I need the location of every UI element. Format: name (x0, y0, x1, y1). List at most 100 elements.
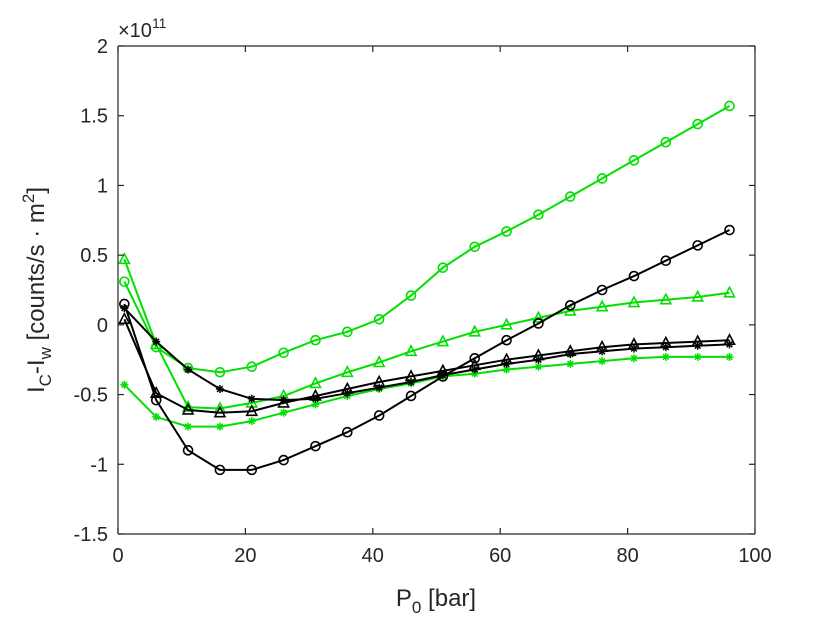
data-point (247, 394, 256, 403)
data-point (596, 173, 608, 184)
data-point (340, 365, 354, 378)
data-point (213, 405, 227, 418)
data-point (564, 300, 576, 311)
data-point (120, 380, 129, 389)
data-point (659, 292, 673, 305)
data-point (628, 270, 640, 282)
data-point (215, 384, 224, 393)
data-point (311, 394, 320, 403)
data-point (247, 417, 256, 426)
data-point (629, 344, 638, 353)
data-point (373, 313, 385, 325)
y-tick-label: -0.5 (74, 385, 108, 407)
data-point (533, 209, 544, 221)
data-point (372, 355, 386, 368)
data-point (375, 383, 384, 392)
y-tick-label: 2 (97, 36, 108, 58)
data-point (501, 226, 512, 237)
data-point (150, 394, 162, 406)
data-point (246, 464, 258, 476)
data-point (563, 303, 577, 316)
data-point (184, 365, 193, 374)
plot-area (118, 46, 755, 534)
data-point (692, 240, 703, 251)
series-line (123, 318, 730, 414)
data-point (564, 191, 576, 202)
data-point (407, 378, 416, 387)
data-point (310, 440, 321, 452)
series-line (123, 307, 730, 402)
data-point (342, 426, 353, 438)
data-point (501, 334, 512, 346)
data-point (693, 341, 702, 350)
data-point (691, 289, 704, 302)
series-line (123, 258, 730, 410)
data-point (660, 255, 672, 267)
data-point (598, 347, 607, 356)
series-black-asterisk (120, 304, 734, 405)
data-point (182, 445, 194, 456)
series-line (123, 355, 730, 428)
data-point (533, 318, 544, 329)
data-point (436, 334, 450, 347)
x-tick-label: 100 (738, 545, 771, 567)
data-point (724, 100, 735, 112)
data-point (660, 136, 672, 148)
data-point (627, 295, 641, 308)
data-point (246, 361, 258, 372)
data-point (566, 350, 575, 359)
data-point (468, 324, 482, 337)
data-point (181, 399, 195, 412)
series-black-circle (119, 224, 735, 476)
data-point (437, 262, 449, 273)
data-point (152, 337, 161, 346)
y-tick-label: 0.5 (80, 245, 108, 267)
data-point (405, 390, 417, 402)
x-tick-label: 40 (362, 545, 384, 567)
data-point (725, 340, 734, 349)
data-point (310, 334, 321, 346)
data-point (469, 353, 481, 364)
data-point (181, 402, 195, 415)
data-point (342, 326, 353, 338)
data-point (343, 389, 352, 398)
data-point (214, 464, 226, 476)
data-point (661, 343, 670, 352)
y-tick-label: 1 (97, 175, 108, 197)
data-point (693, 352, 702, 361)
x-tick-label: 20 (234, 545, 256, 567)
data-point (596, 284, 608, 296)
data-point (373, 410, 385, 421)
data-point (724, 224, 735, 236)
data-point (245, 404, 259, 417)
data-point (502, 359, 511, 368)
data-point (118, 312, 131, 325)
y-tick-label: 1.5 (80, 106, 108, 128)
data-point (598, 357, 607, 366)
data-point (184, 422, 193, 431)
series-green-circle (119, 100, 735, 378)
x-tick-label: 80 (616, 545, 638, 567)
data-point (725, 352, 734, 361)
data-point (532, 310, 545, 323)
data-point (119, 276, 130, 287)
data-point (723, 285, 736, 298)
data-point (278, 454, 289, 466)
data-point (661, 352, 670, 361)
x-tick-label: 0 (112, 545, 123, 567)
data-point (470, 365, 479, 374)
x-tick-label: 60 (489, 545, 511, 567)
data-point (405, 290, 417, 301)
data-point (120, 304, 129, 313)
y-tick-label: 0 (97, 315, 108, 337)
data-point (629, 354, 638, 363)
y-exponent-label: ×1011 (118, 15, 167, 42)
data-point (404, 344, 418, 357)
y-tick-label: -1 (90, 454, 108, 476)
series-line (123, 105, 730, 374)
series-green-asterisk (120, 352, 734, 431)
axes-layer: 0 20 40 60 80 100 -1.5 -1 -0.5 0 0.5 1 1.5 2 (74, 36, 772, 567)
data-point (534, 362, 543, 371)
data-point (469, 241, 481, 253)
